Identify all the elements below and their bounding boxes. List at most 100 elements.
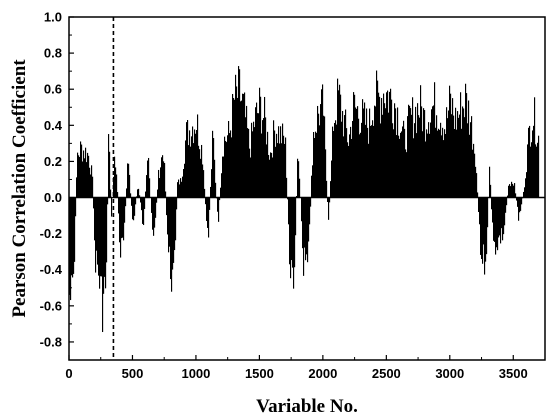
bar: [173, 197, 175, 263]
bar: [391, 99, 393, 198]
bar: [322, 84, 324, 198]
bar: [158, 169, 160, 198]
bar: [369, 108, 371, 198]
bar: [393, 129, 395, 198]
bar: [138, 188, 140, 198]
bar: [135, 197, 137, 205]
bar: [333, 130, 335, 198]
bar: [81, 144, 83, 198]
bar: [451, 114, 453, 198]
bar: [241, 100, 243, 198]
bar: [79, 156, 81, 198]
bar: [97, 197, 99, 265]
bar: [235, 74, 237, 198]
bar: [320, 104, 322, 198]
bar: [521, 197, 523, 205]
bar: [357, 106, 359, 198]
bar: [497, 197, 499, 251]
bar: [98, 197, 100, 276]
bar: [249, 148, 251, 198]
bar: [276, 133, 278, 198]
bar: [202, 164, 204, 198]
bar: [152, 197, 154, 230]
bar: [255, 107, 257, 198]
bar: [344, 115, 346, 198]
bar: [452, 98, 454, 198]
bar: [441, 135, 443, 198]
bar: [206, 197, 208, 221]
bar: [199, 149, 201, 198]
bar: [331, 160, 333, 198]
bar: [229, 133, 231, 198]
bar: [308, 197, 310, 242]
bar: [416, 133, 418, 198]
bar: [421, 106, 423, 198]
bar: [74, 197, 76, 262]
bar: [498, 197, 500, 238]
bar: [337, 78, 339, 198]
bar: [223, 156, 225, 198]
bar: [100, 197, 102, 277]
bar: [354, 94, 356, 198]
bar: [386, 92, 388, 198]
bar: [460, 92, 462, 198]
bar: [119, 197, 121, 243]
bar: [248, 128, 250, 198]
bar: [446, 107, 448, 198]
bar: [236, 86, 238, 198]
bar: [535, 144, 537, 198]
bar: [271, 152, 273, 198]
bar: [324, 116, 326, 198]
bar: [285, 137, 287, 198]
y-tick-label: -0.8: [40, 334, 62, 349]
bar: [329, 197, 331, 203]
bar: [305, 197, 307, 261]
bar: [283, 135, 285, 198]
bar: [170, 197, 172, 280]
bar: [442, 127, 444, 198]
bar: [144, 197, 146, 209]
bar: [401, 131, 403, 198]
bar: [187, 120, 189, 198]
bar: [363, 108, 365, 198]
bar: [160, 167, 162, 198]
bar: [269, 159, 271, 198]
bar: [171, 197, 173, 292]
bar: [116, 174, 118, 198]
bar: [397, 107, 399, 198]
bar: [107, 197, 109, 205]
bar: [282, 123, 284, 198]
bar: [129, 174, 131, 198]
bar: [95, 197, 97, 273]
bar: [439, 129, 441, 198]
bar: [378, 92, 380, 198]
bar: [179, 184, 181, 198]
bar: [352, 120, 354, 198]
bar: [274, 130, 276, 198]
x-tick-label: 1500: [245, 366, 274, 381]
x-tick-label: 2000: [308, 366, 337, 381]
bar: [327, 197, 329, 202]
bar: [523, 191, 525, 198]
bar: [232, 93, 234, 198]
bar: [376, 70, 378, 198]
bar: [330, 181, 332, 198]
bar: [422, 131, 424, 198]
bar: [443, 140, 445, 198]
bar: [163, 161, 165, 198]
bar: [426, 129, 428, 198]
bar: [102, 197, 104, 333]
bar: [538, 135, 540, 198]
bar: [164, 163, 166, 198]
bar: [360, 132, 362, 198]
bar: [307, 197, 309, 263]
bar: [494, 197, 496, 242]
bar: [382, 114, 384, 198]
bar: [242, 93, 244, 198]
bar: [532, 130, 534, 198]
bar: [193, 143, 195, 198]
bar: [362, 99, 364, 198]
bar: [115, 167, 117, 198]
bar: [210, 186, 212, 198]
bar: [355, 107, 357, 198]
